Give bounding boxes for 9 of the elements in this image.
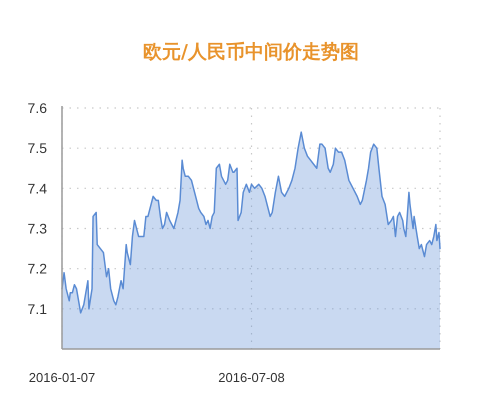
y-tick-label: 7.4	[28, 180, 48, 196]
x-tick-label: 2016-01-07	[28, 370, 96, 385]
y-tick-label: 7.5	[28, 140, 48, 156]
x-tick-label: 2016-07-08	[218, 370, 285, 385]
y-tick-label: 7.2	[28, 260, 48, 277]
y-tick-label: 7.6	[28, 100, 48, 116]
y-tick-label: 7.3	[28, 220, 48, 236]
chart-title: 欧元/人民币中间价走势图	[143, 41, 359, 63]
y-tick-label: 7.1	[28, 300, 48, 317]
